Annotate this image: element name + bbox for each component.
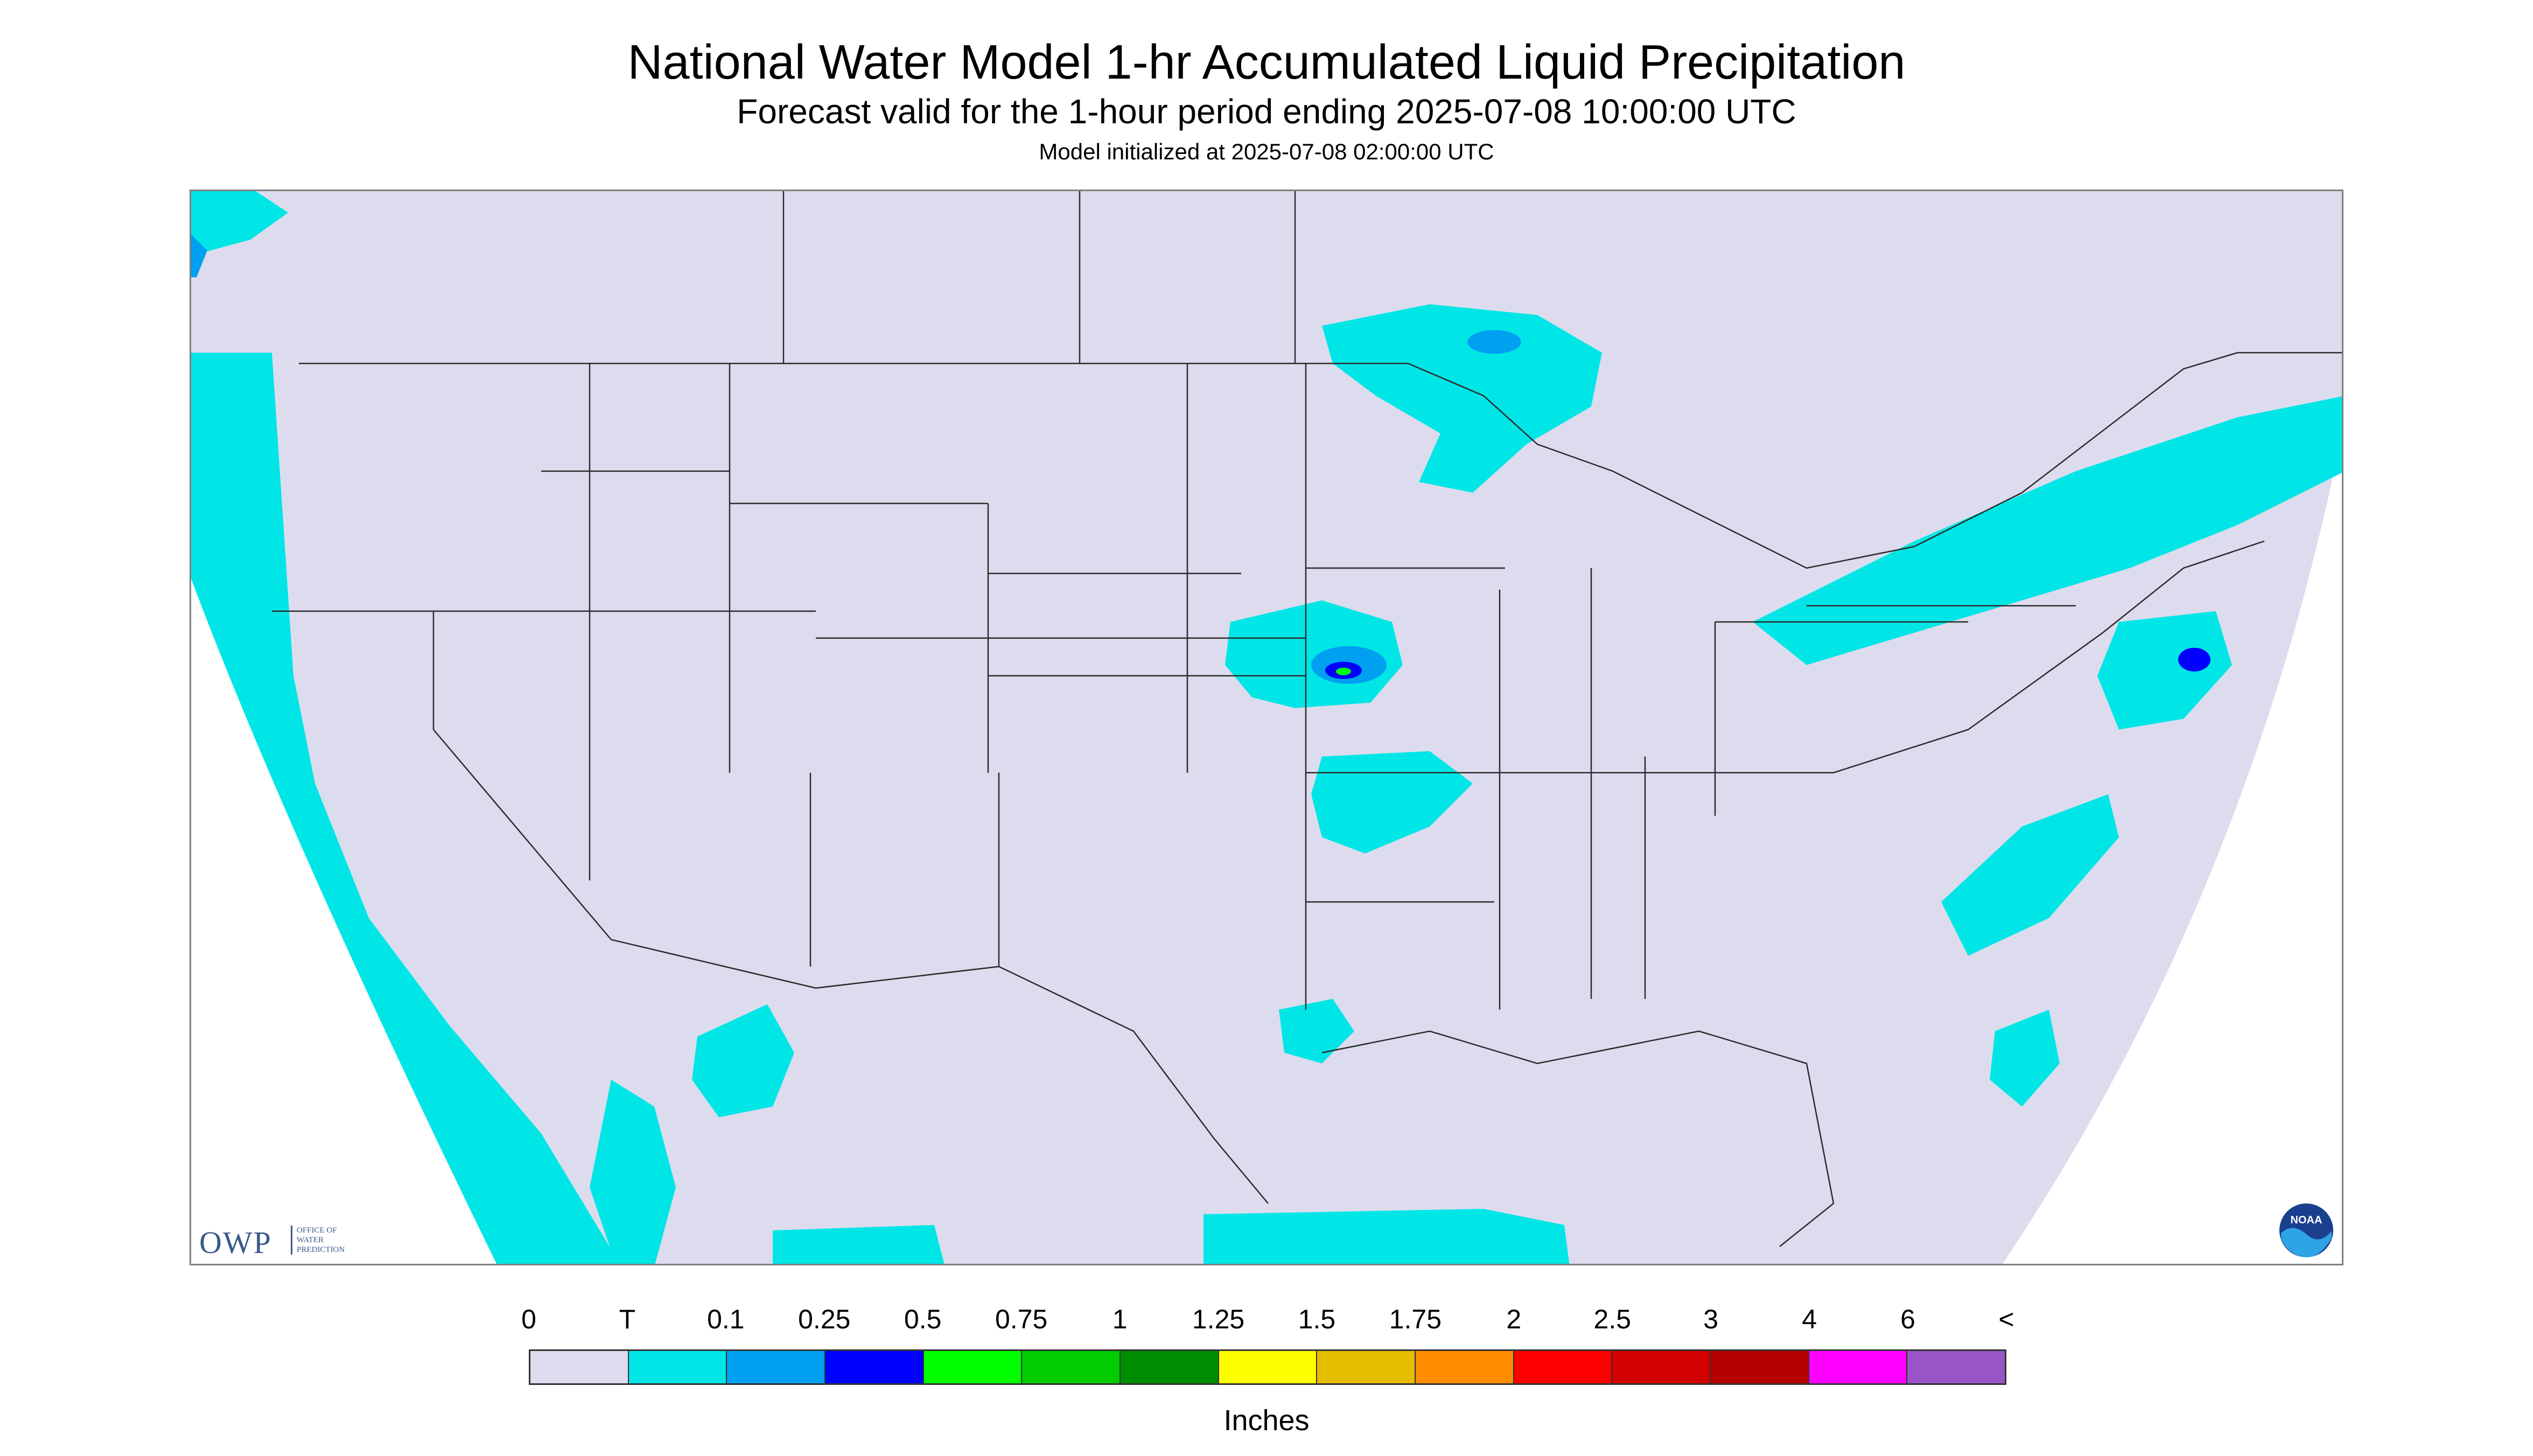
- legend-tick-label: 4: [1802, 1304, 1817, 1334]
- legend-tick-label: 0.5: [904, 1304, 942, 1334]
- legend-colorbar: [529, 1349, 2006, 1385]
- legend-tick-label: 6: [1900, 1304, 1915, 1334]
- legend-tick-label: 0.75: [995, 1304, 1048, 1334]
- precip-nw-heavy: [191, 234, 207, 277]
- precip-lake-superior: [1322, 304, 1602, 493]
- legend-tick-label: 2.5: [1593, 1304, 1632, 1334]
- legend-swatch: [923, 1351, 1023, 1383]
- noaa-logo: NOAA: [2277, 1201, 2335, 1259]
- legend-tick-label: T: [619, 1304, 636, 1334]
- map-title: National Water Model 1-hr Accumulated Li…: [627, 36, 1906, 89]
- legend-tick-label: 3: [1703, 1304, 1719, 1334]
- legend-tick-label: <: [1998, 1304, 2014, 1334]
- owp-logo-line-1: OFFICE OF: [297, 1226, 337, 1235]
- precip-mid-atlantic-core: [2178, 648, 2210, 671]
- legend-tick-label: 1.5: [1298, 1304, 1336, 1334]
- legend-tick-label: 0: [521, 1304, 536, 1334]
- precip-iowa-peak: [1336, 668, 1351, 675]
- legend-swatch: [1907, 1351, 2005, 1383]
- map-canvas: [191, 191, 2342, 1264]
- map-subtitle: Forecast valid for the 1-hour period end…: [737, 92, 1796, 131]
- model-init-text: Model initialized at 2025-07-08 02:00:00…: [1039, 139, 1494, 164]
- precip-south-edge: [1203, 1209, 1570, 1264]
- legend-swatch: [628, 1351, 727, 1383]
- noaa-logo-text: NOAA: [2291, 1214, 2322, 1226]
- legend-tick-label: 0.25: [798, 1304, 851, 1334]
- legend-swatch: [530, 1351, 629, 1383]
- precip-mid-atlantic: [2097, 611, 2232, 730]
- owp-logo-line-3: PREDICTION: [297, 1245, 345, 1254]
- owp-logo-line-2: WATER: [297, 1236, 324, 1244]
- precip-baja-area: [590, 1080, 676, 1264]
- precip-mexico-cluster: [692, 1004, 794, 1117]
- legend-tick-label: 1: [1112, 1304, 1128, 1334]
- precip-superior-core: [1467, 330, 1521, 354]
- legend-tick-labels: 0 T 0.1 0.25 0.5 0.75 1 1.25 1.5 1.75 2 2.5 3 4 6 <: [0, 1303, 2533, 1341]
- owp-logo: OWP OFFICE OF WATER PREDICTION: [199, 1222, 377, 1260]
- legend-swatch: [1711, 1351, 1809, 1383]
- map-domain-area: [191, 191, 2342, 1264]
- legend-tick-label: 0.1: [707, 1304, 745, 1334]
- legend-swatch: [1612, 1351, 1711, 1383]
- legend-swatch: [1317, 1351, 1416, 1383]
- boundary-lines: [272, 191, 2342, 1247]
- legend-tick-label: 1.75: [1389, 1304, 1442, 1334]
- precip-map: [190, 190, 2343, 1265]
- precip-atlantic-south: [1990, 1010, 2060, 1107]
- legend-swatch: [1022, 1351, 1121, 1383]
- legend-swatch: [1219, 1351, 1318, 1383]
- legend-swatch: [1514, 1351, 1613, 1383]
- precip-nw-corner: [191, 191, 288, 256]
- legend-units: Inches: [1223, 1404, 1310, 1437]
- precip-pacific-band: [191, 353, 620, 1264]
- legend-swatch: [1416, 1351, 1514, 1383]
- legend-swatch: [1121, 1351, 1219, 1383]
- owp-logo-subtext: OFFICE OF WATER PREDICTION: [291, 1226, 345, 1255]
- legend-swatch: [727, 1351, 826, 1383]
- precip-atlantic-band: [1941, 794, 2119, 956]
- precip-arkansas-cluster: [1311, 751, 1473, 853]
- owp-logo-text: OWP: [199, 1225, 272, 1260]
- precip-far-south: [773, 1225, 944, 1264]
- precip-northeast-band: [1753, 396, 2342, 665]
- legend-swatch: [1809, 1351, 1908, 1383]
- precip-gulf-cluster: [1279, 999, 1354, 1063]
- legend-swatch: [825, 1351, 924, 1383]
- legend-tick-label: 1.25: [1192, 1304, 1245, 1334]
- legend-tick-label: 2: [1506, 1304, 1522, 1334]
